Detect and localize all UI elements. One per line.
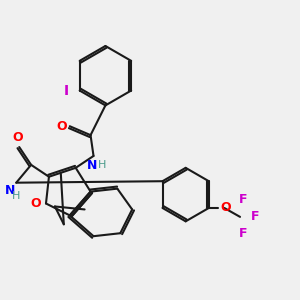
Text: H: H bbox=[12, 191, 20, 201]
Text: O: O bbox=[30, 197, 40, 210]
Text: H: H bbox=[98, 160, 106, 170]
Text: I: I bbox=[64, 84, 69, 98]
Text: N: N bbox=[87, 159, 97, 172]
Text: F: F bbox=[250, 210, 259, 224]
Text: F: F bbox=[239, 194, 247, 206]
Text: O: O bbox=[220, 202, 231, 214]
Text: N: N bbox=[4, 184, 15, 197]
Text: F: F bbox=[239, 227, 247, 240]
Text: O: O bbox=[12, 131, 23, 144]
Text: O: O bbox=[57, 120, 68, 133]
